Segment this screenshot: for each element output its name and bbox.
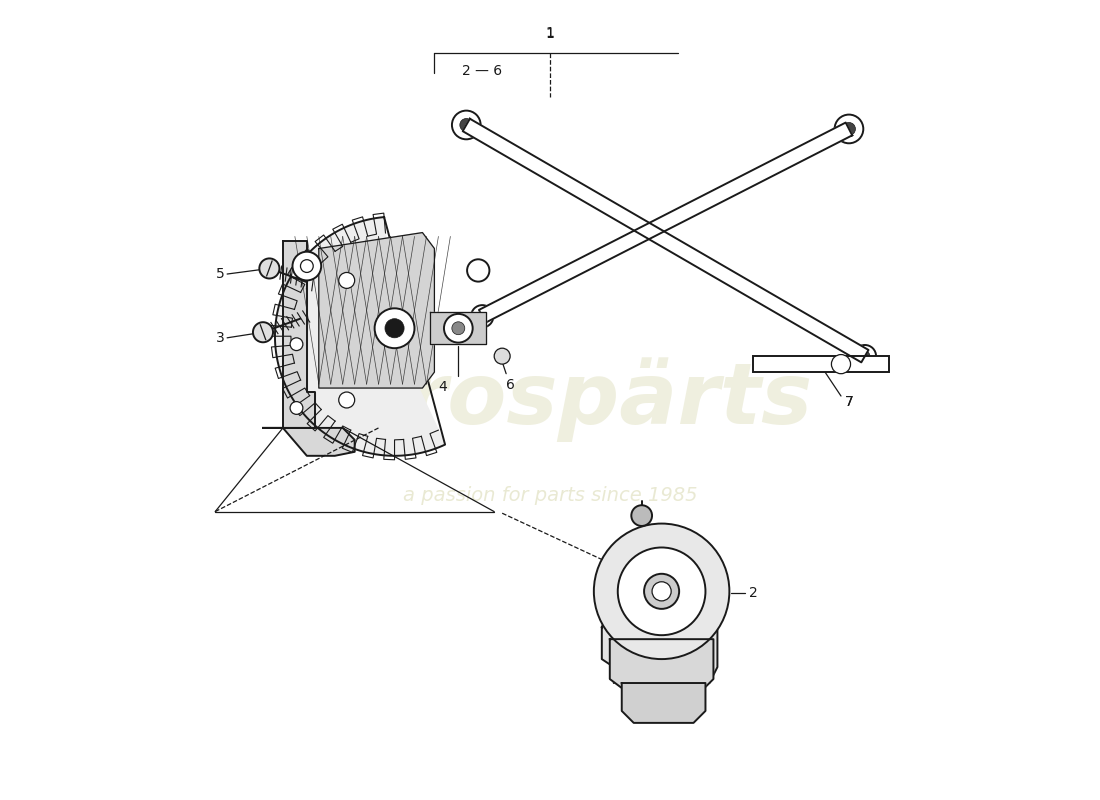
Polygon shape bbox=[602, 595, 717, 683]
Polygon shape bbox=[621, 683, 705, 723]
Circle shape bbox=[444, 314, 473, 342]
Polygon shape bbox=[478, 122, 852, 322]
Circle shape bbox=[860, 351, 870, 361]
Circle shape bbox=[645, 574, 679, 609]
Circle shape bbox=[468, 259, 490, 282]
Circle shape bbox=[290, 266, 303, 279]
Polygon shape bbox=[275, 217, 446, 456]
Text: 5: 5 bbox=[216, 267, 224, 281]
Circle shape bbox=[618, 547, 705, 635]
Text: eurospärts: eurospärts bbox=[286, 358, 814, 442]
Circle shape bbox=[375, 308, 415, 348]
Text: 2 — 6: 2 — 6 bbox=[462, 63, 503, 78]
Text: 6: 6 bbox=[506, 378, 515, 392]
Circle shape bbox=[290, 338, 303, 350]
Text: 3: 3 bbox=[216, 331, 224, 345]
Circle shape bbox=[290, 402, 303, 414]
Circle shape bbox=[832, 354, 850, 374]
Circle shape bbox=[631, 506, 652, 526]
Circle shape bbox=[452, 322, 465, 334]
Circle shape bbox=[460, 118, 473, 131]
Circle shape bbox=[477, 311, 487, 322]
Circle shape bbox=[452, 110, 481, 139]
Text: 2: 2 bbox=[749, 586, 758, 600]
Text: 1: 1 bbox=[546, 27, 554, 42]
Polygon shape bbox=[283, 241, 315, 428]
Circle shape bbox=[385, 318, 404, 338]
Circle shape bbox=[260, 258, 279, 278]
Circle shape bbox=[594, 523, 729, 659]
Text: a passion for parts since 1985: a passion for parts since 1985 bbox=[403, 486, 697, 505]
Circle shape bbox=[339, 392, 354, 408]
Circle shape bbox=[293, 252, 321, 281]
FancyBboxPatch shape bbox=[754, 356, 889, 372]
Circle shape bbox=[652, 582, 671, 601]
Circle shape bbox=[339, 273, 354, 288]
Circle shape bbox=[835, 114, 864, 143]
Text: 4: 4 bbox=[438, 380, 447, 394]
Polygon shape bbox=[430, 312, 486, 344]
Circle shape bbox=[471, 305, 494, 327]
Polygon shape bbox=[463, 118, 869, 362]
Polygon shape bbox=[263, 428, 354, 456]
Circle shape bbox=[494, 348, 510, 364]
Polygon shape bbox=[319, 233, 435, 388]
Circle shape bbox=[854, 345, 876, 367]
Text: 7: 7 bbox=[845, 394, 854, 409]
Circle shape bbox=[253, 322, 273, 342]
Polygon shape bbox=[609, 639, 714, 707]
Text: 7: 7 bbox=[845, 394, 854, 409]
Circle shape bbox=[843, 122, 856, 135]
Text: 1: 1 bbox=[546, 26, 554, 40]
